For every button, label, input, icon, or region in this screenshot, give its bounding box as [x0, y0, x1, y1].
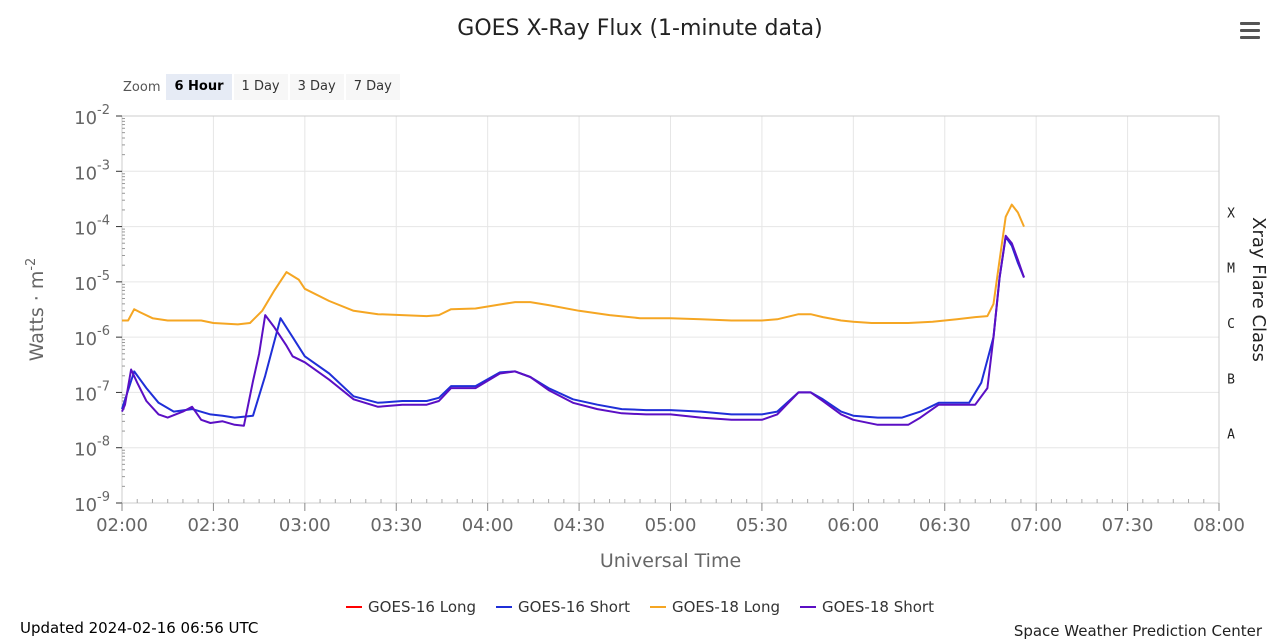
x-tick-label: 06:30: [919, 515, 971, 536]
legend-swatch: [650, 606, 666, 608]
zoom-1-day-button[interactable]: 1 Day: [233, 74, 288, 100]
legend-swatch: [800, 606, 816, 608]
legend-item-goes16-short[interactable]: GOES-16 Short: [496, 598, 630, 616]
legend-swatch: [346, 606, 363, 608]
zoom-controls: Zoom 6 Hour 1 Day 3 Day 7 Day: [118, 74, 402, 100]
grid: [121, 115, 1220, 504]
flare-class-label: M: [1227, 262, 1235, 277]
legend-label: GOES-18 Short: [822, 598, 934, 616]
flare-class-label: B: [1227, 372, 1235, 387]
flare-class-axis-label: Xray Flare Class: [1248, 217, 1269, 362]
y-tick-label: 10-2: [74, 103, 110, 129]
x-tick-label: 02:00: [96, 515, 148, 536]
y-tick-label: 10-8: [74, 435, 110, 461]
y-axis-label: Watts · m-2: [24, 258, 48, 362]
y-axis-ticks: 10-2 10-3 10-4 10-5 10-6 10-7 10-8 10-9: [74, 103, 125, 516]
y-tick-label: 10-6: [74, 324, 110, 350]
flare-class-label: C: [1227, 317, 1235, 332]
series-line-goes-18-long: [122, 203, 1025, 326]
x-tick-label: 05:30: [736, 515, 788, 536]
y-axis-label-exp: -2: [24, 258, 39, 271]
y-tick-label: 10-3: [74, 158, 110, 184]
legend-item-goes16-long[interactable]: GOES-16 Long: [346, 598, 476, 616]
x-tick-label: 03:00: [279, 515, 331, 536]
y-tick-label: 10-9: [74, 490, 110, 516]
xray-flux-chart: 10-210-310-410-510-610-710-810-9 02:00 02…: [24, 103, 1269, 572]
y-tick-label: 10-4: [74, 214, 110, 240]
x-tick-label: 06:00: [827, 515, 879, 536]
chart-title: GOES X-Ray Flux (1-minute data): [457, 16, 823, 41]
x-tick-label: 07:00: [1010, 515, 1062, 536]
x-tick-label: 02:30: [187, 515, 239, 536]
legend-item-goes18-short[interactable]: GOES-18 Short: [800, 598, 934, 616]
x-tick-label: 07:30: [1102, 515, 1154, 536]
x-axis-label: Universal Time: [600, 550, 741, 572]
zoom-6-hour-button[interactable]: 6 Hour: [166, 74, 232, 100]
y-tick-label: 10-7: [74, 379, 110, 405]
flare-class-label: A: [1227, 428, 1235, 443]
flare-class-label: X: [1227, 206, 1235, 221]
legend-label: GOES-16 Short: [518, 598, 630, 616]
series-lines: [121, 203, 1025, 427]
x-tick-label: 05:00: [645, 515, 697, 536]
legend-item-goes18-long[interactable]: GOES-18 Long: [650, 598, 780, 616]
legend-swatch: [496, 606, 513, 608]
zoom-7-day-button[interactable]: 7 Day: [345, 74, 400, 100]
zoom-3-day-button[interactable]: 3 Day: [289, 74, 344, 100]
updated-timestamp: Updated 2024-02-16 06:56 UTC: [20, 619, 259, 637]
legend-label: GOES-16 Long: [368, 598, 477, 616]
x-tick-label: 04:00: [462, 515, 514, 536]
zoom-label: Zoom: [123, 79, 161, 95]
x-tick-label: 08:00: [1193, 515, 1245, 536]
series-line-goes-18-short: [121, 234, 1025, 427]
legend-label: GOES-18 Long: [672, 598, 780, 616]
x-axis-ticks: 02:00 02:30 03:00 03:30 04:00 04:30 05:00 05:30…: [96, 499, 1245, 536]
y-axis-label-text: Watts · m: [26, 271, 48, 362]
flare-class-labels: X M C B A: [1227, 206, 1235, 442]
y-tick-label: 10-5: [74, 269, 110, 295]
hamburger-menu-icon[interactable]: [1238, 22, 1262, 44]
x-tick-label: 03:30: [370, 515, 422, 536]
series-line-goes-16-short: [121, 235, 1025, 419]
x-tick-label: 04:30: [553, 515, 605, 536]
legend: GOES-16 Long GOES-16 Short GOES-18 Long …: [0, 598, 1280, 616]
credit-text: Space Weather Prediction Center: [1013, 622, 1262, 640]
